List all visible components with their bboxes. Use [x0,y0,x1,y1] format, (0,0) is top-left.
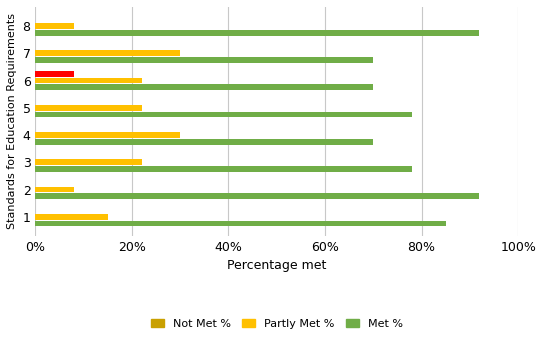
Bar [35,23,74,29]
Bar [35,71,74,77]
Bar [35,214,108,220]
Legend: Not Met %, Partly Met %, Met %: Not Met %, Partly Met %, Met % [146,314,407,333]
Bar [35,139,373,145]
Bar [35,132,180,138]
Bar [35,78,142,83]
Bar [35,105,142,111]
Y-axis label: Standards for Education Requirements: Standards for Education Requirements [7,13,17,229]
Bar [35,112,412,118]
X-axis label: Percentage met: Percentage met [227,259,326,272]
Bar [35,187,74,192]
Bar [35,193,479,199]
Bar [35,166,412,172]
Bar [35,159,142,165]
Bar [35,30,479,36]
Bar [35,85,373,90]
Bar [35,221,446,227]
Bar [35,50,180,56]
Bar [35,57,373,63]
